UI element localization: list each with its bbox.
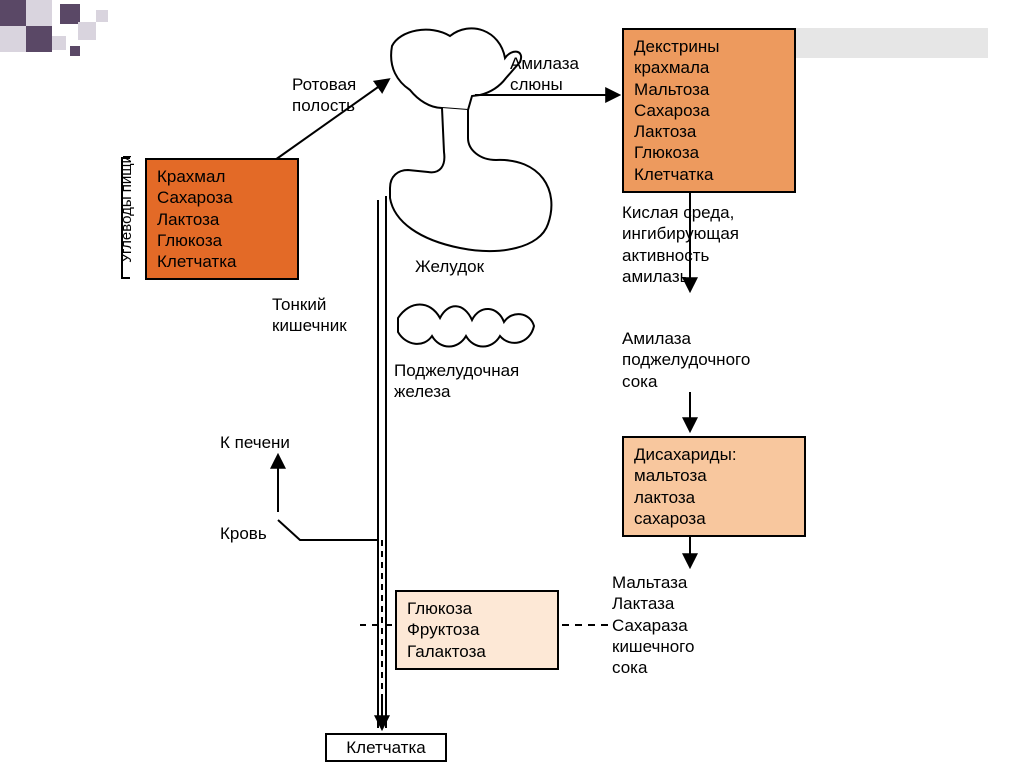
label-saliva-amylase: Амилазаслюны	[510, 53, 579, 96]
diagram-stage: КрахмалСахарозаЛактозаГлюкозаКлетчатка Д…	[0, 0, 1024, 767]
label-mouth: Ротоваяполость	[292, 74, 356, 117]
label-blood: Кровь	[220, 523, 267, 544]
box-food-carbs: КрахмалСахарозаЛактозаГлюкозаКлетчатка	[145, 158, 299, 280]
label-pancreas: Поджелудочнаяжелеза	[394, 360, 519, 403]
label-to-liver: К печени	[220, 432, 290, 453]
label-intestinal-enzymes: МальтазаЛактазаСахаразакишечногосока	[612, 572, 694, 678]
box-fiber: Клетчатка	[325, 733, 447, 762]
label-food-carbs-vertical: Углеводы пищи	[118, 155, 135, 263]
label-small-intestine: Тонкийкишечник	[272, 294, 347, 337]
box-saliva-products: ДекстриныкрахмалаМальтозаСахарозаЛактоза…	[622, 28, 796, 193]
label-acidic-env: Кислая среда,ингибирующаяактивностьамила…	[622, 202, 739, 287]
label-pancreatic-amylase: Амилазаподжелудочногосока	[622, 328, 750, 392]
label-stomach: Желудок	[415, 256, 484, 277]
box-disaccharides: Дисахариды:мальтозалактозасахароза	[622, 436, 806, 537]
box-monosaccharides: ГлюкозаФруктозаГалактоза	[395, 590, 559, 670]
